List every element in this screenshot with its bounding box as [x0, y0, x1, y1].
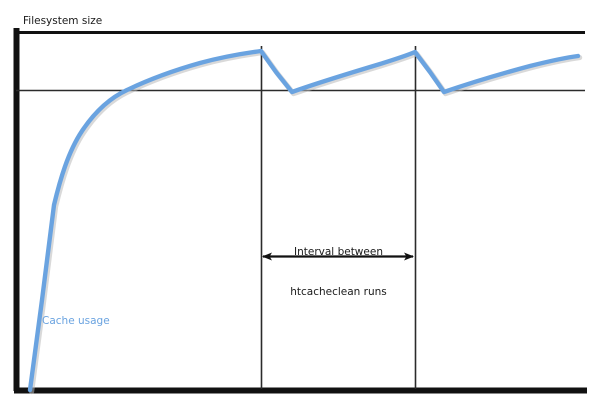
cache-usage-label: Cache usage	[42, 315, 110, 327]
interval-annotation-line-2: htcacheclean runs	[290, 285, 387, 298]
interval-annotation-line-1: Interval between	[294, 246, 383, 259]
reference-lines-group	[16, 31, 585, 389]
cache-usage-curve	[27, 48, 581, 393]
filesystem-size-label: Filesystem size	[23, 15, 103, 27]
cache-usage-series	[27, 48, 583, 395]
interval-annotation-label: Interval between htcacheclean runs	[261, 220, 416, 325]
axes-group	[13, 28, 587, 394]
